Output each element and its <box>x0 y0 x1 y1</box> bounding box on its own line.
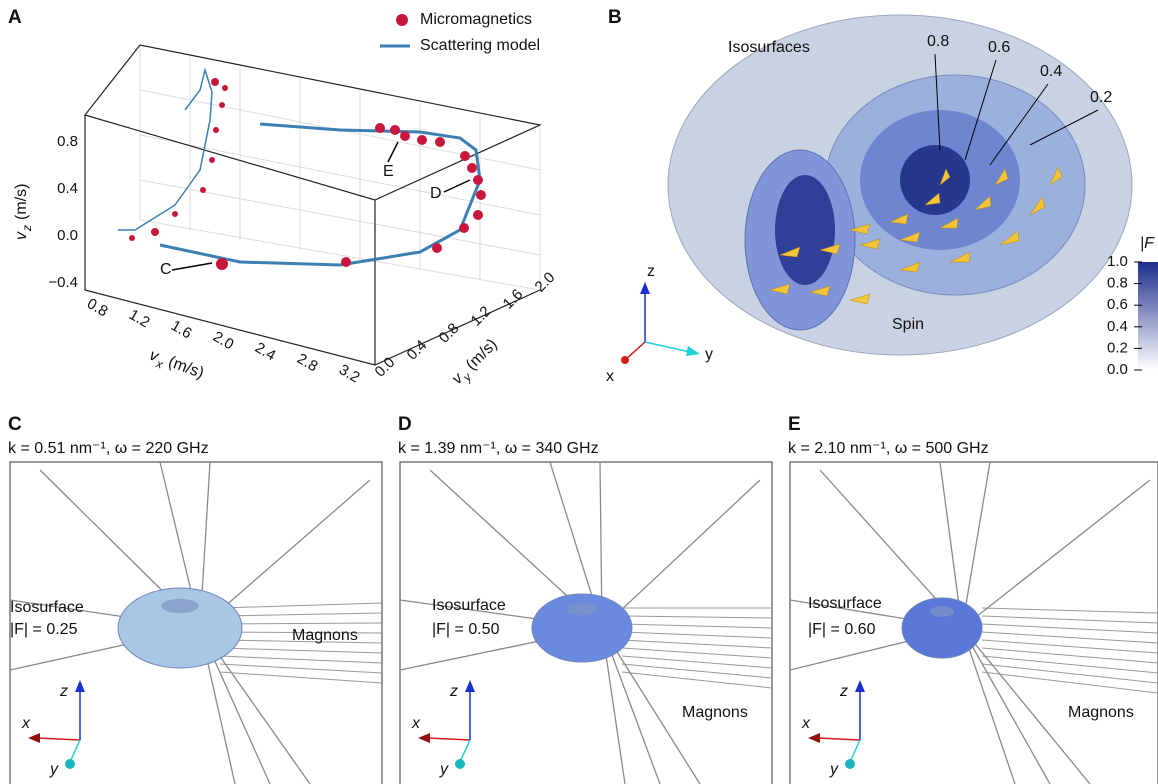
annotation: C <box>160 261 172 278</box>
x-tick-label: 1.6 <box>168 317 195 342</box>
y-tick-label: 1.2 <box>468 303 495 330</box>
axis-unit: (m/s) <box>463 336 501 374</box>
axis-symbol: v <box>13 231 30 240</box>
panel-label: E <box>788 414 801 435</box>
axis-label: z <box>839 683 848 700</box>
axis-unit: (m/s) <box>166 354 206 382</box>
iso-label: |F| = 0.60 <box>808 621 876 638</box>
annotation: D <box>430 185 442 202</box>
colorbar-tick-label: 1.0 <box>1107 253 1128 270</box>
axis-label: x <box>411 715 421 732</box>
colorbar-title: |F <box>1140 235 1155 252</box>
panel: Ek = 2.10 nm⁻¹, ω = 500 GHz Isosurface |F|… <box>788 414 1158 784</box>
y-tick-label: 1.6 <box>500 286 527 313</box>
axis-label: vz (m/s) <box>13 184 34 240</box>
iso-label: Isosurface <box>432 597 506 614</box>
axes-triad <box>621 282 700 364</box>
colorbar-tick-label: 0.0 <box>1107 361 1128 378</box>
isosurface <box>775 175 835 285</box>
axis-label: y <box>829 761 839 778</box>
figure: A Micromagnetics Scattering model C D E … <box>0 0 1158 784</box>
isosurface-hole <box>930 606 954 617</box>
x-tick-label: 2.0 <box>210 328 237 353</box>
isosurface-hole <box>161 599 198 613</box>
z-tick-label: −0.4 <box>48 274 78 291</box>
model-curve <box>118 70 212 230</box>
colorbar-tick-label: 0.6 <box>1107 296 1128 313</box>
colorbar-tick-label: 0.8 <box>1107 275 1128 292</box>
arrow <box>172 263 212 270</box>
spin-label: Spin <box>892 316 924 333</box>
colorbar-tick-label: 0.4 <box>1107 318 1128 335</box>
caption: k = 0.51 nm⁻¹, ω = 220 GHz <box>8 440 209 457</box>
y-tick-label: 0.0 <box>372 354 399 381</box>
x-tick-label: 2.4 <box>252 339 279 364</box>
y-tick-label: 0.8 <box>436 320 463 347</box>
title: Isosurfaces <box>728 39 810 56</box>
axis-subscript: z <box>20 225 34 232</box>
arrow <box>388 142 398 162</box>
x-tick-label: 1.2 <box>126 306 153 331</box>
level-label: 0.2 <box>1090 89 1112 106</box>
caption: k = 1.39 nm⁻¹, ω = 340 GHz <box>398 440 599 457</box>
axis-label: x <box>606 368 614 385</box>
panel-label: B <box>608 7 622 28</box>
isosurface <box>900 145 970 215</box>
axis-label: x <box>801 715 811 732</box>
iso-label: |F| = 0.25 <box>10 621 78 638</box>
axis-label: y <box>49 761 59 778</box>
z-tick-label: 0.8 <box>57 133 78 150</box>
panel: Ck = 0.51 nm⁻¹, ω = 220 GHz Isosurface |F|… <box>8 414 382 784</box>
x-tick-label: 0.8 <box>84 295 111 320</box>
axis-label: vy(m/s) <box>449 336 504 391</box>
panel: Dk = 1.39 nm⁻¹, ω = 340 GHz Isosurface |F|… <box>398 414 772 784</box>
colorbar-tick-label: 0.2 <box>1107 339 1128 356</box>
z-tick-label: 0.0 <box>57 227 78 244</box>
axis-label: y <box>705 346 713 363</box>
magnons-label: Magnons <box>292 627 358 644</box>
magnons-label: Magnons <box>682 704 748 721</box>
x-tick-label: 2.8 <box>294 350 321 375</box>
panel-label: D <box>398 414 412 435</box>
axis-label: x <box>21 715 31 732</box>
caption: k = 2.10 nm⁻¹, ω = 500 GHz <box>788 440 989 457</box>
axis-label: y <box>439 761 449 778</box>
z-tick-label: 0.4 <box>57 180 78 197</box>
colorbar <box>1138 262 1158 370</box>
iso-label: Isosurface <box>808 595 882 612</box>
axis-label: z <box>647 263 655 280</box>
panel-a: A Micromagnetics Scattering model C D E … <box>8 7 558 391</box>
level-label: 0.6 <box>988 39 1010 56</box>
axis-label: vx(m/s) <box>146 347 206 386</box>
panel-b: B Isosurfaces 0.8 0.6 0.4 0.2 Spin z y x |F… <box>606 7 1158 385</box>
panel-label: C <box>8 414 22 435</box>
legend-entry: Micromagnetics <box>420 11 532 28</box>
axis-unit: (m/s) <box>13 184 30 220</box>
y-tick-label: 0.4 <box>404 337 431 364</box>
arrow <box>444 180 470 192</box>
axis-y-head <box>65 759 75 769</box>
legend-marker <box>396 14 408 26</box>
axis-label: z <box>59 683 68 700</box>
legend-entry: Scattering model <box>420 37 540 54</box>
magnons-label: Magnons <box>1068 704 1134 721</box>
iso-label: Isosurface <box>10 599 84 616</box>
iso-label: |F| = 0.50 <box>432 621 500 638</box>
level-label: 0.8 <box>927 33 949 50</box>
axis-y-head <box>845 759 855 769</box>
panel-label: A <box>8 7 22 28</box>
x-tick-label: 3.2 <box>336 361 363 386</box>
axis-y-head <box>455 759 465 769</box>
axis-label: z <box>449 683 458 700</box>
level-label: 0.4 <box>1040 63 1062 80</box>
isosurface-hole <box>567 603 597 615</box>
annotation: E <box>383 163 394 180</box>
